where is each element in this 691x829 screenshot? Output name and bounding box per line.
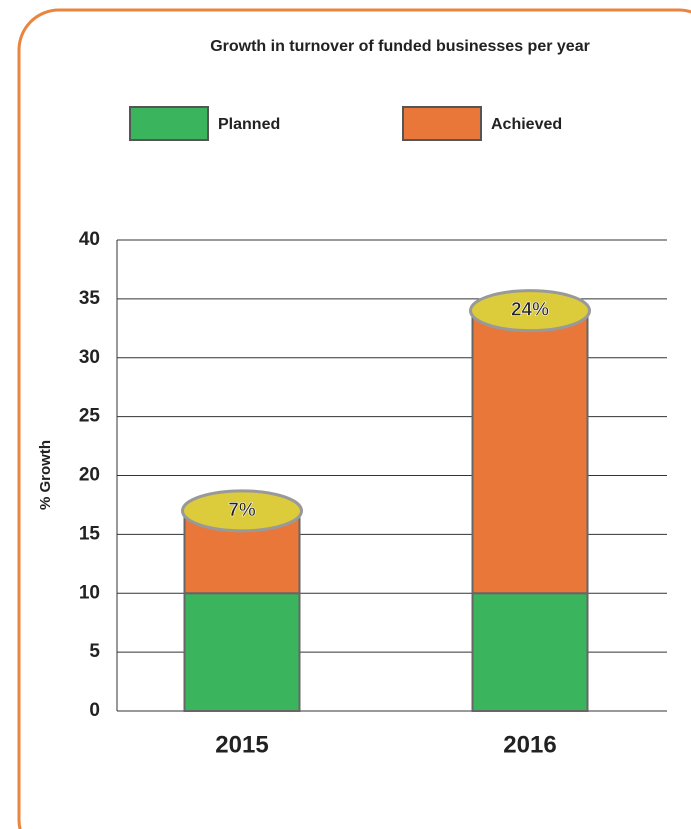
bar-segment [471,592,589,712]
y-tick-label: 40 [79,229,100,250]
x-tick-label: 2016 [503,731,556,758]
legend-label: Planned [218,116,280,133]
legend-label: Achieved [491,116,562,133]
bar-segment [183,592,301,712]
data-label: 7% [228,500,256,521]
x-tick-label: 2015 [215,731,268,758]
y-tick-label: 15 [79,523,101,544]
data-label: 24% [511,300,549,321]
label-cap [469,289,591,333]
y-tick-label: 5 [89,641,100,662]
legend-swatch [402,106,482,141]
y-tick-label: 20 [79,465,100,486]
chart-title: Growth in turnover of funded businesses … [210,38,590,55]
bar-segment [471,309,589,595]
frame [17,8,691,829]
y-tick-label: 10 [79,582,100,603]
y-axis-label: % Growth [37,440,54,510]
legend-swatch [129,106,209,141]
y-tick-label: 0 [89,700,100,721]
label-cap [181,489,303,533]
y-tick-label: 30 [79,347,100,368]
y-tick-label: 35 [79,288,101,309]
y-tick-label: 25 [79,406,101,427]
